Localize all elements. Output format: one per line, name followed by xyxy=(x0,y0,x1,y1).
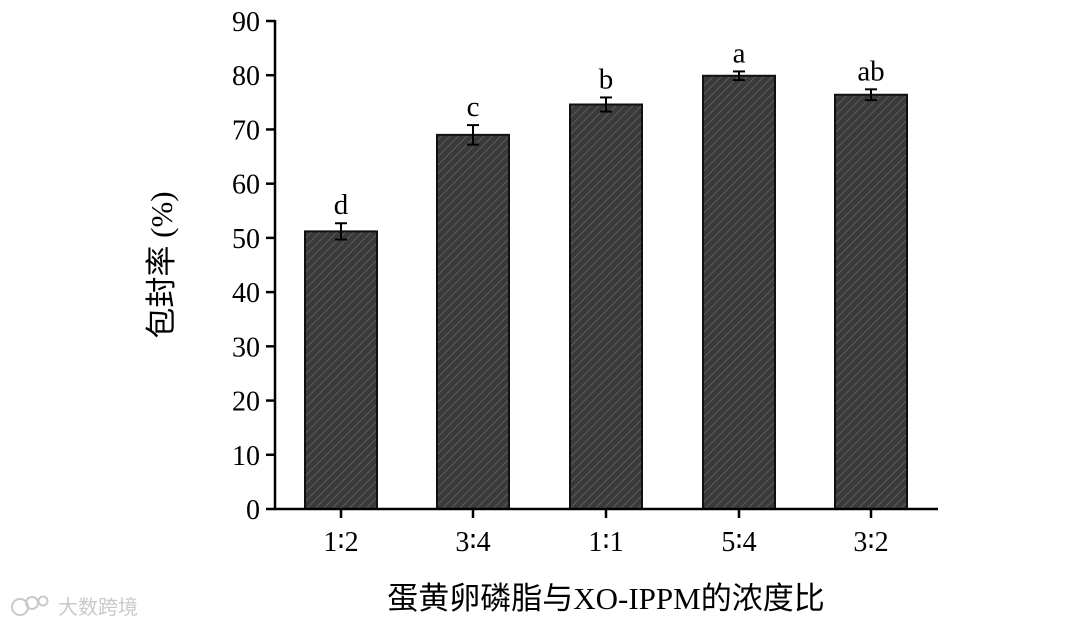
bar-4 xyxy=(702,74,776,511)
x-tick-label-1: 1∶2 xyxy=(323,527,358,558)
y-tick-label-10: 10 xyxy=(232,441,260,472)
y-tick-label-40: 40 xyxy=(232,278,260,309)
watermark-text: 大数跨境 xyxy=(58,594,138,619)
x-axis-title: 蛋黄卵磷脂与XO-IPPM的浓度比 xyxy=(387,581,824,616)
significance-label-4: a xyxy=(733,37,746,69)
y-tick-label-0: 0 xyxy=(246,495,260,526)
x-tick-label-2: 3∶4 xyxy=(455,527,490,558)
y-tick-label-30: 30 xyxy=(232,332,260,363)
labels-layer: d 1∶2 c 3∶4 b 1∶1 a 5∶4 ab 3∶2 0 10 20 30 40 50 60 70 80 90… xyxy=(144,7,889,616)
y-tick-label-20: 20 xyxy=(232,387,260,418)
significance-label-3: b xyxy=(599,63,614,95)
bar-2 xyxy=(436,133,510,510)
bar-1 xyxy=(304,230,378,510)
x-tick-label-3: 1∶1 xyxy=(588,527,623,558)
axes-layer xyxy=(266,19,938,518)
y-tick-label-60: 60 xyxy=(232,170,260,201)
significance-label-2: c xyxy=(467,91,480,123)
significance-label-5: ab xyxy=(857,55,884,87)
bar-5 xyxy=(834,93,908,511)
x-tick-label-4: 5∶4 xyxy=(721,527,756,558)
weibo-logo-icon xyxy=(10,592,52,618)
y-tick-label-70: 70 xyxy=(232,115,260,146)
y-tick-label-80: 80 xyxy=(232,61,260,92)
bars-layer xyxy=(304,70,908,511)
y-tick-label-50: 50 xyxy=(232,224,260,255)
y-axis-title: 包封率 (%) xyxy=(144,191,179,338)
significance-label-1: d xyxy=(334,189,349,221)
x-tick-label-5: 3∶2 xyxy=(853,527,888,558)
y-tick-label-90: 90 xyxy=(232,7,260,38)
watermark: 大数跨境 xyxy=(10,590,138,620)
bar-3 xyxy=(569,103,643,510)
